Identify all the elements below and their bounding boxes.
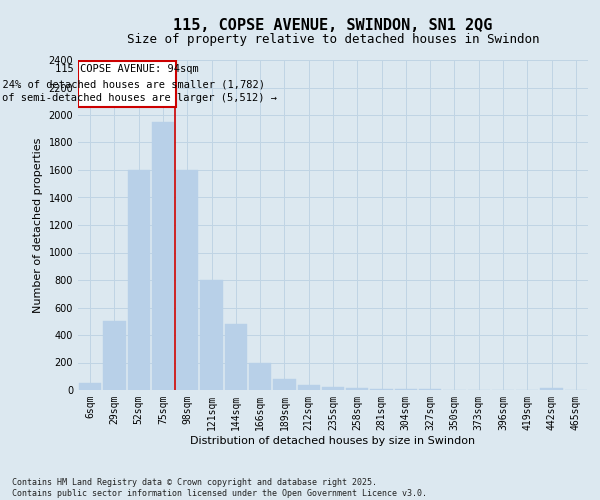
- Text: Size of property relative to detached houses in Swindon: Size of property relative to detached ho…: [127, 32, 539, 46]
- Bar: [322, 386, 344, 390]
- X-axis label: Distribution of detached houses by size in Swindon: Distribution of detached houses by size …: [190, 436, 476, 446]
- Bar: [249, 363, 271, 390]
- Bar: [152, 122, 174, 390]
- Bar: [298, 385, 320, 390]
- Bar: [370, 388, 393, 390]
- Bar: [79, 62, 176, 107]
- Bar: [273, 379, 296, 390]
- Bar: [346, 388, 368, 390]
- Bar: [79, 383, 101, 390]
- Text: 75% of semi-detached houses are larger (5,512) →: 75% of semi-detached houses are larger (…: [0, 92, 277, 102]
- Bar: [395, 389, 417, 390]
- Text: 115, COPSE AVENUE, SWINDON, SN1 2QG: 115, COPSE AVENUE, SWINDON, SN1 2QG: [173, 18, 493, 32]
- Bar: [541, 388, 563, 390]
- Text: 115 COPSE AVENUE: 94sqm: 115 COPSE AVENUE: 94sqm: [55, 64, 199, 74]
- Text: ← 24% of detached houses are smaller (1,782): ← 24% of detached houses are smaller (1,…: [0, 79, 265, 89]
- Text: Contains HM Land Registry data © Crown copyright and database right 2025.
Contai: Contains HM Land Registry data © Crown c…: [12, 478, 427, 498]
- Bar: [128, 170, 150, 390]
- Bar: [176, 170, 199, 390]
- Bar: [200, 280, 223, 390]
- Bar: [103, 322, 125, 390]
- Bar: [224, 324, 247, 390]
- Y-axis label: Number of detached properties: Number of detached properties: [33, 138, 43, 312]
